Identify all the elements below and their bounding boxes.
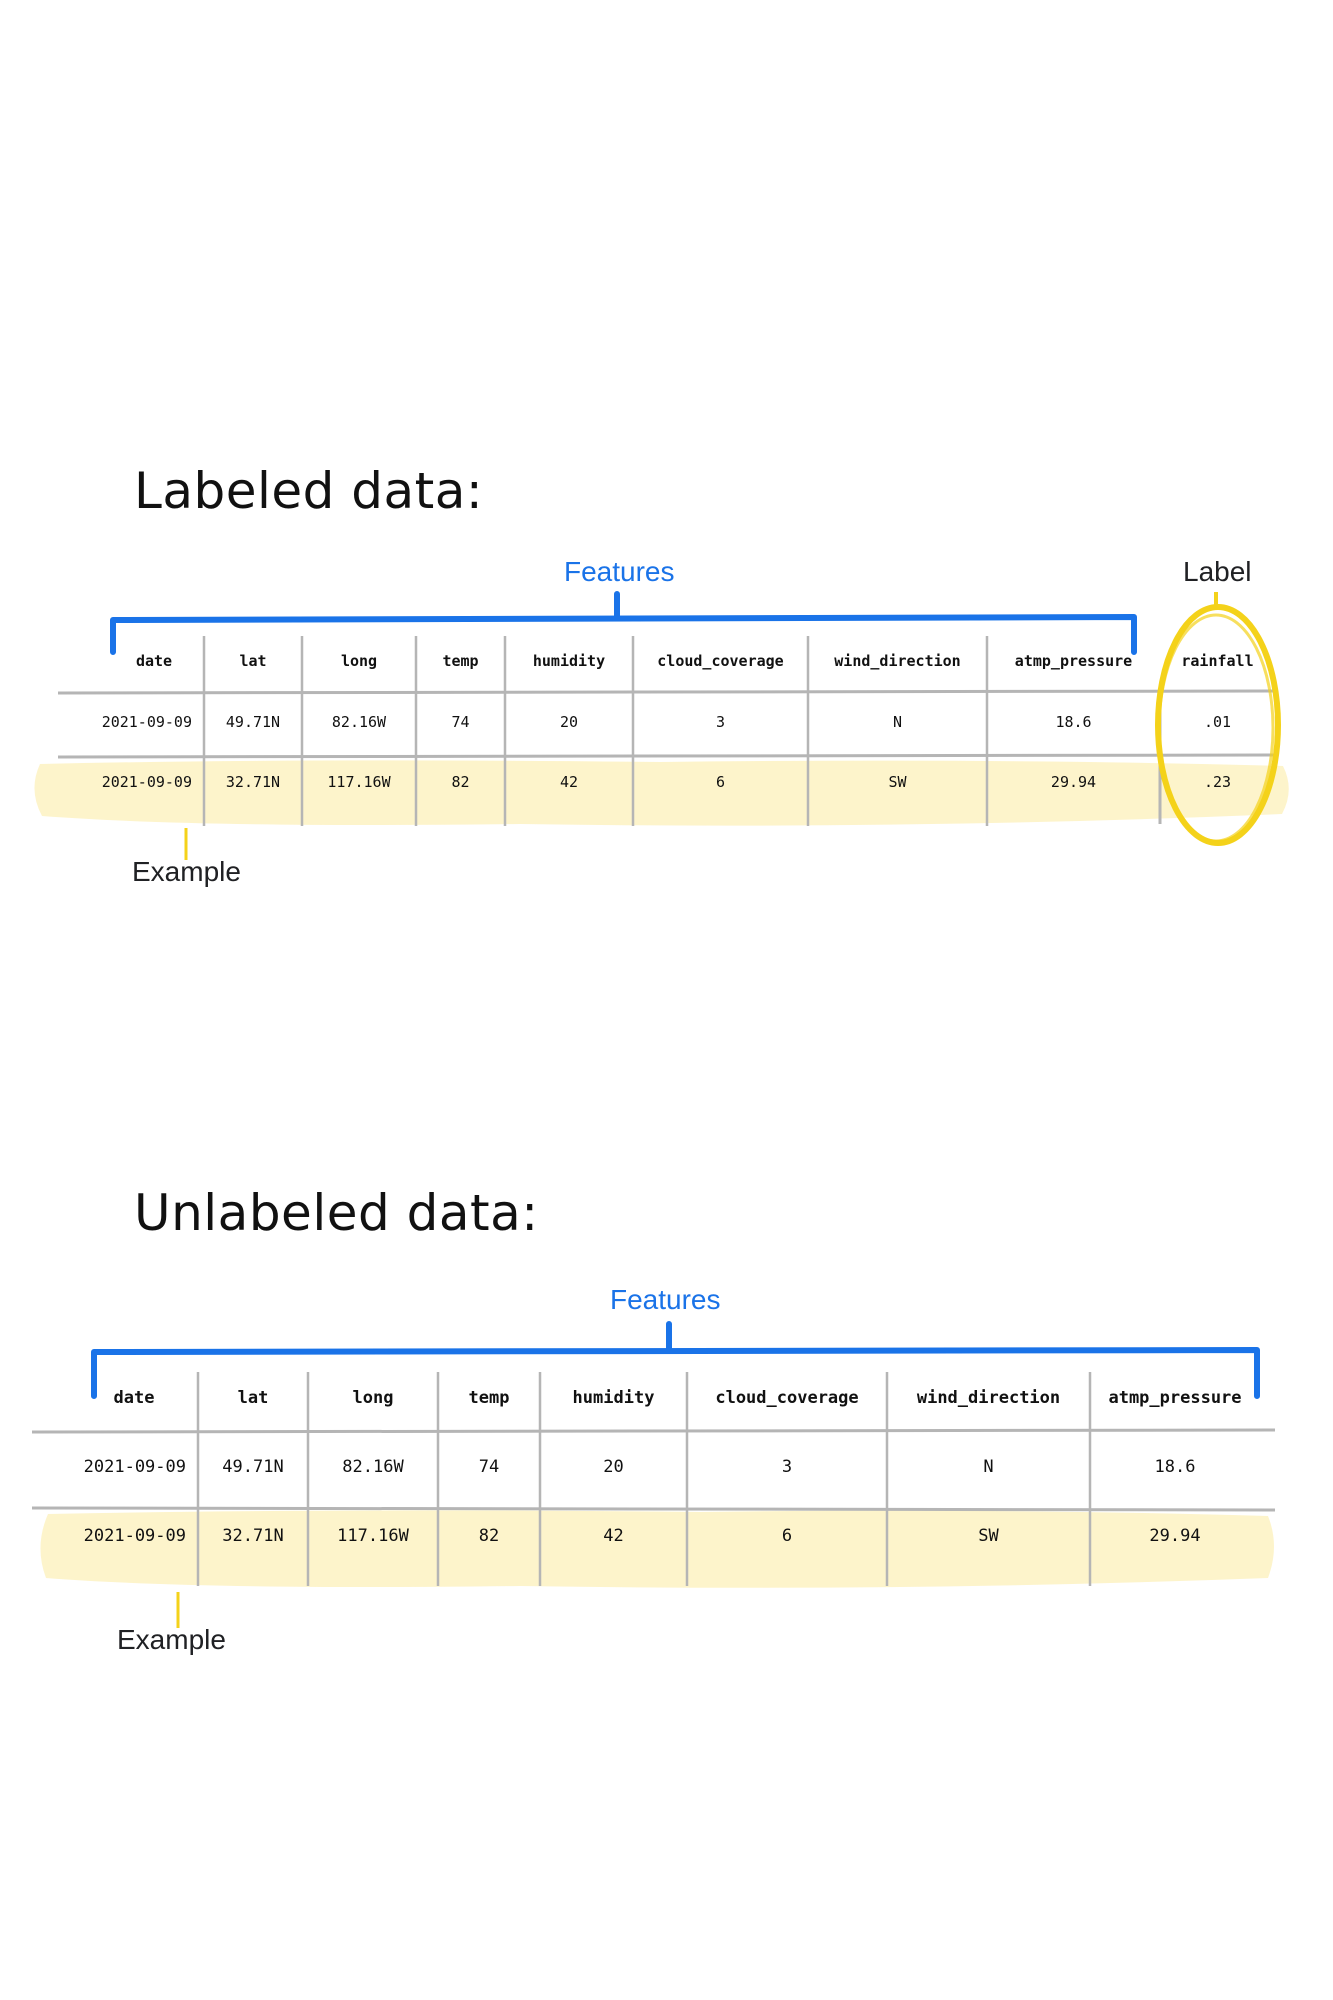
table-row-cell-atmp-pressure: 18.6 xyxy=(1154,1457,1196,1477)
column-header-cloud-coverage: cloud_coverage xyxy=(715,1388,859,1408)
example-row-cell-long: 117.16W xyxy=(327,773,391,791)
labeled-features-bracket xyxy=(110,591,1137,655)
unlabeled-table-column-dividers xyxy=(196,1372,1092,1586)
column-header-humidity: humidity xyxy=(572,1388,655,1408)
labeled-label-ellipse xyxy=(1155,604,1281,846)
example-row-cell-wind-direction: SW xyxy=(978,1526,999,1546)
unlabeled-features-annotation: Features xyxy=(610,1284,721,1315)
example-row-cell-wind-direction: SW xyxy=(888,773,907,791)
table-row-cell-cloud-coverage: 3 xyxy=(781,1457,793,1477)
example-row-cell-temp: 82 xyxy=(478,1526,500,1546)
labeled-label-annotation: Label xyxy=(1183,556,1252,587)
column-header-humidity: humidity xyxy=(532,652,606,670)
column-header-temp: temp xyxy=(468,1388,510,1408)
labeled-example-row-highlight xyxy=(34,760,1289,826)
column-header-long: long xyxy=(340,652,378,670)
example-row-cell-long: 117.16W xyxy=(337,1526,409,1546)
labeled-data-table: date lat long temp humidity cloud_coverage win… xyxy=(0,0,1333,900)
example-row-cell-humidity: 42 xyxy=(603,1526,624,1546)
table-row-cell-temp: 74 xyxy=(478,1457,500,1477)
column-header-wind-direction: wind_direction xyxy=(916,1388,1061,1408)
table-row-cell-wind-direction: N xyxy=(983,1457,994,1477)
table-row-cell-date: 2021-09-09 xyxy=(101,713,192,731)
unlabeled-example-row-highlight xyxy=(40,1510,1274,1588)
column-header-lat: lat xyxy=(237,1388,269,1408)
example-row-cell-lat: 32.71N xyxy=(222,1526,284,1546)
unlabeled-data-table: date lat long temp humidity cloud_coverage win… xyxy=(83,1388,1242,1546)
labeled-example-annotation: Example xyxy=(132,856,241,887)
column-header-date: date xyxy=(113,1388,155,1408)
unlabeled-table-gridlines xyxy=(31,1428,1276,1512)
table-row-cell-date: 2021-09-09 xyxy=(83,1457,186,1477)
example-row-cell-cloud-coverage: 6 xyxy=(715,773,726,791)
table-row-cell-long: 82.16W xyxy=(331,713,387,731)
example-row-cell-rainfall: .23 xyxy=(1203,773,1232,791)
column-header-atmp-pressure: atmp_pressure xyxy=(1014,652,1133,670)
unlabeled-features-bracket xyxy=(91,1321,1260,1399)
example-row-cell-lat: 32.71N xyxy=(225,773,281,791)
table-row-cell-lat: 49.71N xyxy=(222,1457,284,1477)
example-row-cell-date: 2021-09-09 xyxy=(101,773,192,791)
column-header-temp: temp xyxy=(442,652,479,670)
column-header-atmp-pressure: atmp_pressure xyxy=(1108,1388,1242,1408)
table-row-cell-cloud-coverage: 3 xyxy=(715,713,726,731)
column-header-cloud-coverage: cloud_coverage xyxy=(657,652,784,670)
example-row-cell-date: 2021-09-09 xyxy=(83,1526,186,1546)
example-row-cell-cloud-coverage: 6 xyxy=(781,1526,793,1546)
table-row-cell-humidity: 20 xyxy=(603,1457,624,1477)
example-row-cell-atmp-pressure: 29.94 xyxy=(1149,1526,1201,1546)
example-row-cell-temp: 82 xyxy=(451,773,470,791)
table-row-cell-long: 82.16W xyxy=(342,1457,404,1477)
table-row-cell-lat: 49.71N xyxy=(225,713,281,731)
table-row-cell-wind-direction: N xyxy=(892,713,903,731)
column-header-wind-direction: wind_direction xyxy=(834,652,961,670)
example-row-cell-humidity: 42 xyxy=(559,773,579,791)
table-row-cell-temp: 74 xyxy=(451,713,470,731)
labeled-data-title: Labeled data: xyxy=(134,462,484,520)
labeled-table-column-dividers xyxy=(202,636,989,826)
unlabeled-data-title: Unlabeled data: xyxy=(134,1184,539,1242)
column-header-rainfall: rainfall xyxy=(1181,652,1254,670)
column-header-long: long xyxy=(352,1388,394,1408)
table-row-cell-humidity: 20 xyxy=(559,713,579,731)
column-header-date: date xyxy=(135,652,173,670)
table-row-cell-rainfall: .01 xyxy=(1203,713,1232,731)
column-header-lat: lat xyxy=(239,652,267,670)
example-row-cell-atmp-pressure: 29.94 xyxy=(1050,773,1097,791)
unlabeled-example-annotation: Example xyxy=(117,1624,226,1655)
labeled-features-annotation: Features xyxy=(564,556,675,587)
table-row-cell-atmp-pressure: 18.6 xyxy=(1055,713,1092,731)
